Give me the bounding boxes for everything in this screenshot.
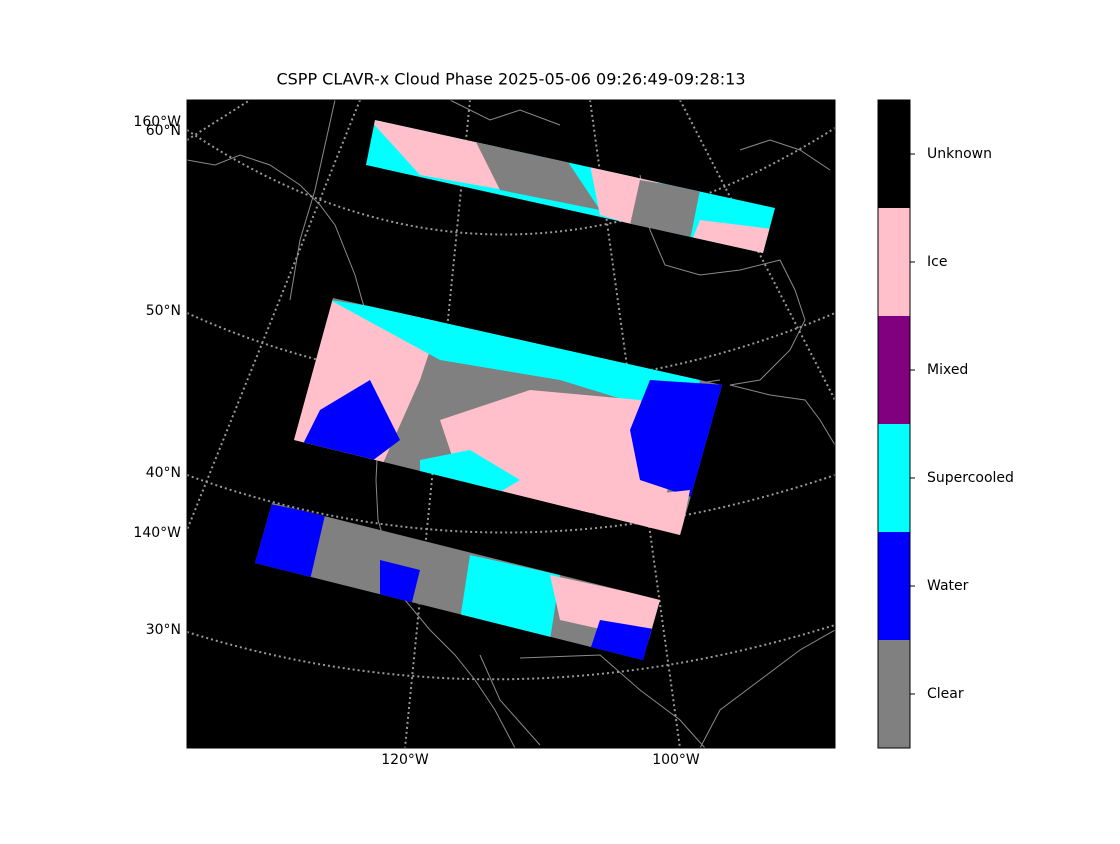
colorbar-segment: [878, 316, 910, 424]
colorbar-frame: [877, 99, 911, 749]
latitude-label: 40°N: [146, 465, 181, 481]
longitude-label: 120°W: [381, 752, 429, 768]
colorbar-segment: [878, 100, 910, 208]
longitude-label: 160°W: [133, 114, 181, 130]
latitude-label: 60°N: [146, 123, 181, 139]
colorbar-label: Clear: [927, 686, 964, 702]
colorbar-label: Ice: [927, 254, 947, 270]
colorbar-label: Supercooled: [927, 470, 1014, 486]
longitude-label: 140°W: [133, 525, 181, 541]
latitude-label: 50°N: [146, 303, 181, 319]
colorbar: Clear Water Supercooled Mixed Ice Unknown: [877, 99, 1014, 749]
latitude-label: 30°N: [146, 622, 181, 638]
colorbar-segment: [878, 208, 910, 316]
title: CSPP CLAVR-x Cloud Phase 2025-05-06 09:2…: [276, 70, 745, 89]
longitude-label: 100°W: [652, 752, 700, 768]
map-frame: [186, 99, 836, 749]
colorbar-segment: [878, 640, 910, 748]
colorbar-label: Water: [927, 578, 969, 594]
colorbar-label: Unknown: [927, 146, 992, 162]
colorbar-segment: [878, 532, 910, 640]
colorbar-label: Mixed: [927, 362, 968, 378]
map: [187, 100, 835, 748]
colorbar-segment: [878, 424, 910, 532]
